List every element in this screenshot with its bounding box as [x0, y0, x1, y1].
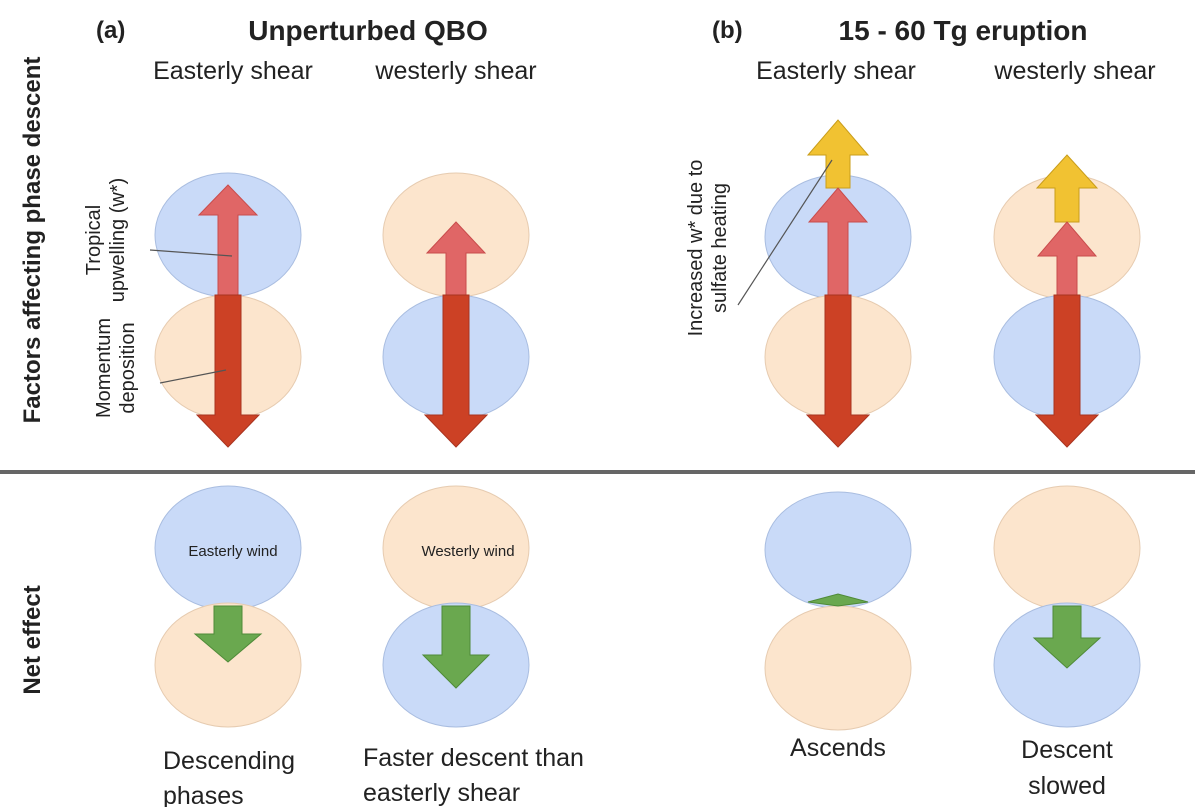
momentum-arrow	[805, 294, 871, 448]
leader-line	[159, 369, 227, 384]
net-arrow	[1032, 605, 1102, 669]
upwelling-arrow	[425, 221, 487, 296]
net-arrow	[807, 593, 869, 607]
westerly-region	[764, 605, 912, 731]
momentum-arrow	[1034, 294, 1100, 448]
annotation: Increased w* due to	[685, 160, 707, 337]
column-label: westerly shear	[993, 57, 1155, 85]
panel-label: (a)	[96, 17, 125, 44]
easterly-region	[764, 491, 912, 609]
panel-title: Unperturbed QBO	[248, 15, 488, 46]
row-label: Factors affecting phase descent	[19, 57, 46, 424]
outcome: easterly shear	[363, 779, 520, 807]
net-arrow	[421, 605, 491, 689]
westerly-region	[993, 485, 1141, 611]
annotation: upwelling (w*)	[107, 178, 129, 303]
sulfate-arrow	[1035, 154, 1099, 223]
annotation: Momentum	[93, 318, 115, 418]
annotation: sulfate heating	[709, 183, 731, 313]
outcome: slowed	[1028, 772, 1106, 800]
column-label: westerly shear	[374, 57, 536, 85]
column-label: Easterly shear	[756, 57, 916, 85]
wind-label: Westerly wind	[421, 543, 514, 560]
sulfate-arrow	[806, 119, 870, 189]
column-label: Easterly shear	[153, 57, 313, 85]
outcome: phases	[163, 782, 244, 807]
momentum-arrow	[423, 294, 489, 448]
panel-title: 15 - 60 Tg eruption	[839, 15, 1088, 46]
upwelling-arrow	[1036, 221, 1098, 296]
annotation: deposition	[117, 322, 139, 413]
outcome: Ascends	[790, 734, 886, 762]
upwelling-arrow	[807, 187, 869, 296]
row-label: Net effect	[19, 585, 46, 694]
net-arrow	[193, 605, 263, 663]
momentum-arrow	[195, 294, 261, 448]
leader-line	[737, 159, 833, 306]
outcome: Faster descent than	[363, 744, 584, 772]
wind-label: Easterly wind	[188, 543, 277, 560]
upwelling-arrow	[197, 184, 259, 296]
westerly-region	[154, 602, 302, 728]
leader-line	[149, 249, 233, 257]
annotation: Tropical	[83, 205, 105, 275]
panel-label: (b)	[712, 17, 743, 44]
outcome: Descending	[163, 747, 295, 775]
outcome: Descent	[1021, 736, 1113, 764]
